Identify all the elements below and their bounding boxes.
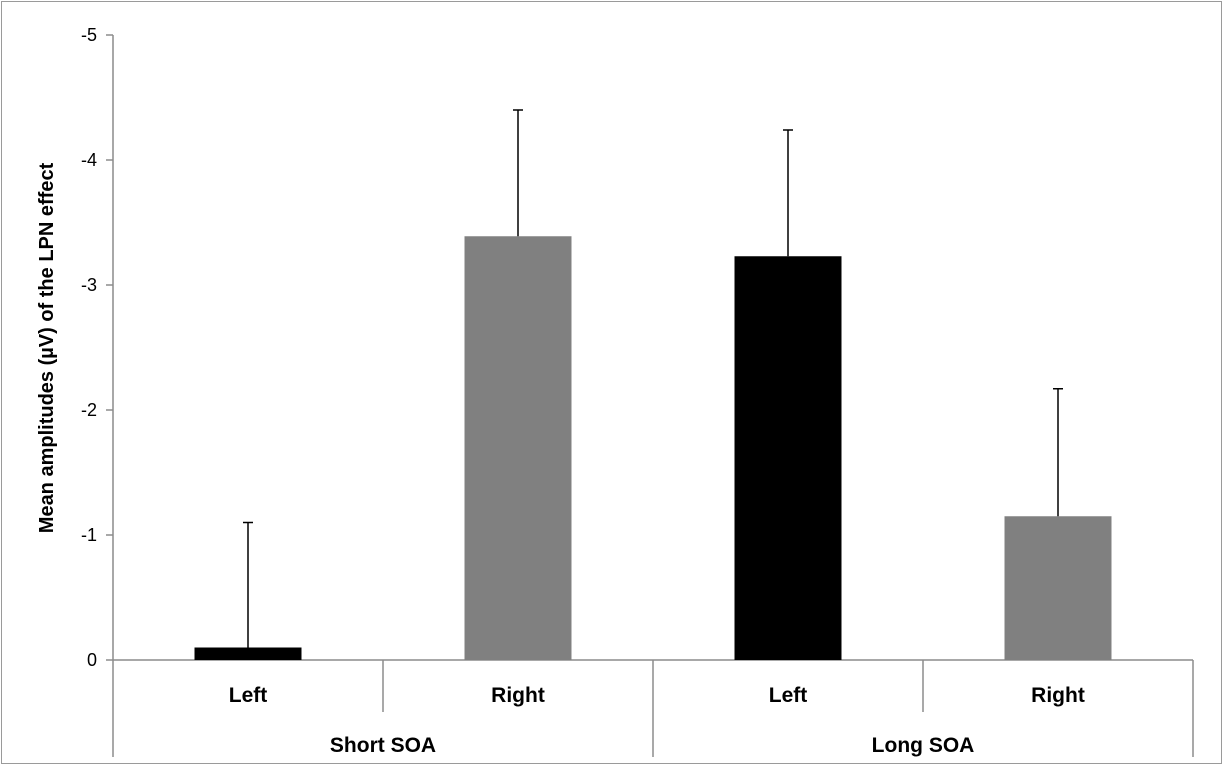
bar-category-label: Left: [769, 684, 808, 707]
y-tick-label: -2: [81, 400, 97, 420]
bar: [194, 647, 302, 660]
bar-marks: [194, 109, 1112, 660]
bar: [464, 236, 572, 660]
y-tick-label: 0: [87, 650, 97, 670]
y-tick-label: -3: [81, 275, 97, 295]
bar-category-label: Right: [1031, 684, 1085, 707]
bar-category-label: Right: [491, 684, 545, 707]
y-tick-label: -1: [81, 525, 97, 545]
category-labels: Left Right Short SOA Left Right Long SOA: [229, 684, 1085, 757]
y-axis-title: Mean amplitudes (µV) of the LPN effect: [36, 162, 58, 533]
group-label: Long SOA: [872, 734, 975, 757]
bar: [734, 256, 842, 660]
y-tick-label: -5: [81, 25, 97, 45]
y-tick-label: -4: [81, 150, 97, 170]
bar: [1004, 516, 1112, 660]
group-label: Short SOA: [330, 734, 436, 757]
bar-category-label: Left: [229, 684, 268, 707]
